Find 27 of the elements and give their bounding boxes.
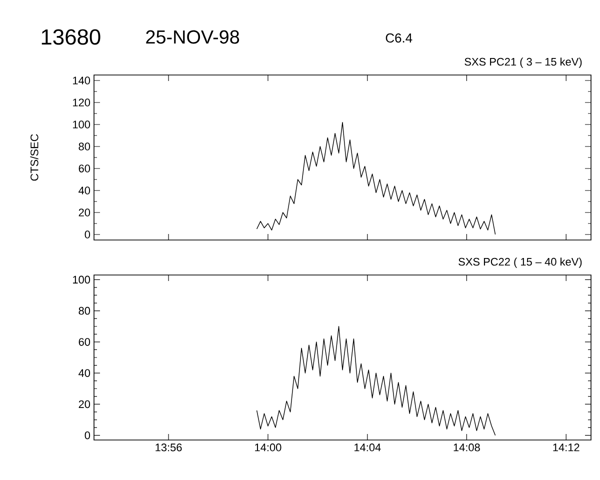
y-tick-label: 60	[78, 338, 90, 346]
y-tick-label: 80	[78, 306, 90, 315]
x-tick-label: 14:04	[354, 444, 381, 452]
text: 13680	[42, 29, 100, 45]
x-tick-label: 14:00	[255, 444, 282, 452]
x-tick-label: 14:08	[454, 444, 480, 452]
text: C6.4	[386, 33, 412, 43]
y-tick-label: 0	[84, 230, 90, 238]
chart-title: SXS PC21 ( 3 – 15 keV)	[464, 58, 582, 68]
x-tick-label: 14:12	[553, 444, 580, 452]
y-tick-label: 40	[78, 369, 90, 377]
y-tick-label: 60	[78, 164, 90, 172]
chart-title: SXS PC22 ( 15 – 40 keV)	[458, 258, 582, 268]
y-tick-label: 100	[73, 120, 90, 128]
y-tick-label: 140	[73, 76, 90, 84]
x-tick-label: 13:56	[156, 444, 182, 452]
y-tick-label: 100	[73, 276, 90, 284]
y-tick-label: 20	[78, 208, 90, 216]
y-tick-label: 40	[78, 186, 90, 194]
y-tick-label: 120	[73, 98, 90, 106]
y-tick-label: 0	[84, 431, 90, 440]
y-axis-title: CTS/SEC	[30, 134, 38, 181]
text: 25-NOV-98	[146, 30, 240, 44]
y-tick-label: 80	[78, 142, 90, 150]
line-series	[256, 326, 496, 436]
line-series	[256, 122, 496, 235]
y-tick-label: 20	[78, 400, 90, 408]
